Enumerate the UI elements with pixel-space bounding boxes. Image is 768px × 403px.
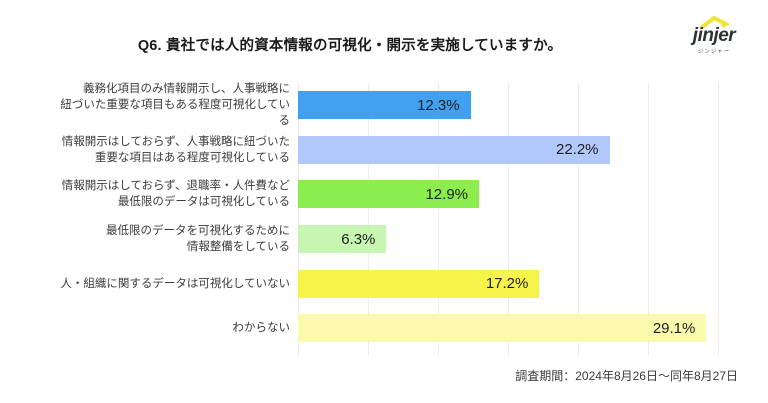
gridlines <box>298 83 719 355</box>
chart-title: Q6. 貴社では人的資本情報の可視化・開示を実施していますか。 <box>137 38 563 54</box>
bar-row: 6.3% <box>298 217 719 262</box>
category-label: 最低限のデータを可視化するために 情報整備をしている <box>106 225 290 254</box>
bar-row: 22.2% <box>298 128 719 173</box>
bar: 22.2% <box>298 135 610 164</box>
bar-value-label: 12.9% <box>425 185 469 203</box>
category-label: わからない <box>232 322 291 335</box>
survey-period-note: 調査期間：2024年8月26日〜同年8月27日 <box>515 369 738 383</box>
bar: 12.3% <box>298 91 471 120</box>
bars-container: 12.3% 22.2% 12.9% 6.3% 17.2% 29.1% <box>298 83 719 351</box>
jinjer-logo-subtitle: ジンジャー <box>697 49 731 55</box>
bar-value-label: 6.3% <box>341 230 376 248</box>
bar-value-label: 22.2% <box>555 141 599 159</box>
bar-row: 17.2% <box>298 261 719 306</box>
bar: 6.3% <box>298 225 387 254</box>
bar-row: 12.3% <box>298 83 719 128</box>
bar-value-label: 12.3% <box>417 96 460 114</box>
category-labels-column: 義務化項目のみ情報開示し、人事戦略に 紐づいた重要な項目もある程度可視化している… <box>52 83 290 351</box>
category-label: 情報開示はしておらず、退職率・人件費など 最低限のデータは可視化している <box>61 180 290 209</box>
category-label: 情報開示はしておらず、人事戦略に紐づいた 重要な項目はある程度可視化している <box>61 135 290 164</box>
category-label: 義務化項目のみ情報開示し、人事戦略に 紐づいた重要な項目もある程度可視化している <box>60 83 290 128</box>
jinjer-logo: jinjer ジンジャー <box>682 16 746 55</box>
bar-value-label: 17.2% <box>485 275 529 293</box>
category-label: 人・組織に関するデータは可視化していない <box>60 277 290 290</box>
bar-value-label: 29.1% <box>652 319 696 337</box>
bar: 17.2% <box>298 269 540 298</box>
bar: 12.9% <box>298 180 480 209</box>
bar: 29.1% <box>298 314 707 343</box>
bar-chart: 義務化項目のみ情報開示し、人事戦略に 紐づいた重要な項目もある程度可視化している… <box>52 83 719 355</box>
plot-area: 12.3% 22.2% 12.9% 6.3% 17.2% 29.1% <box>298 83 719 355</box>
bar-row: 29.1% <box>298 306 719 351</box>
jinjer-roof-icon <box>699 16 729 29</box>
jinjer-logo-text: jinjer <box>692 25 736 46</box>
bar-row: 12.9% <box>298 172 719 217</box>
